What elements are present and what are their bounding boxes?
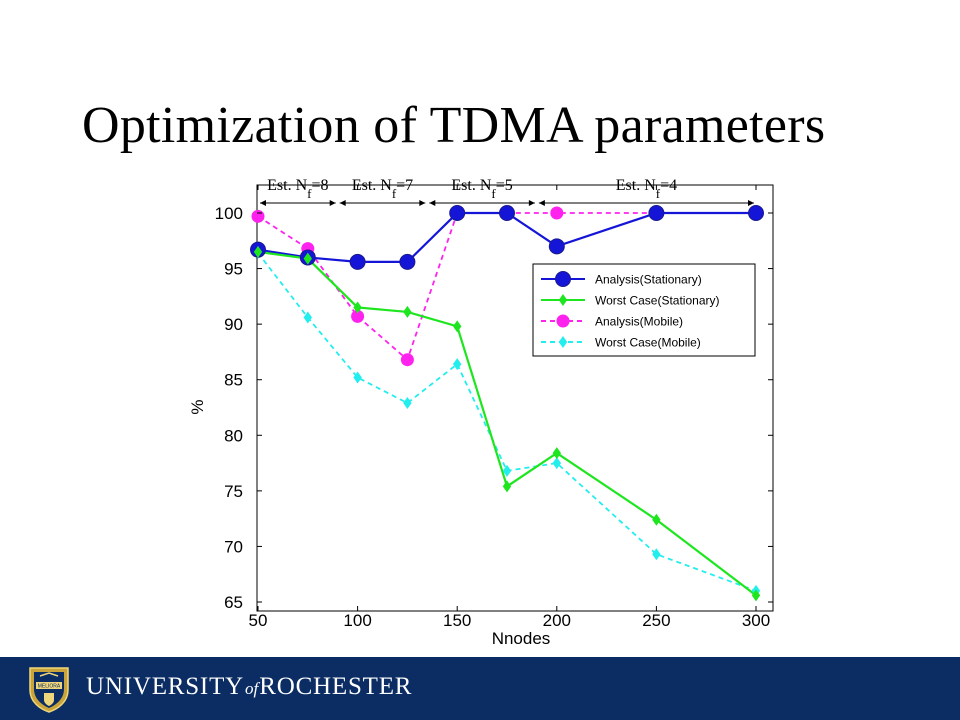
y-tick-label: 85 <box>224 371 243 390</box>
data-point-marker <box>558 294 568 306</box>
annotation-arrowhead-left <box>260 200 266 206</box>
annotation-label: Est. Nf=4 <box>616 177 677 201</box>
data-point-marker <box>399 253 416 270</box>
y-tick-label: 100 <box>215 204 243 223</box>
legend-label: Worst Case(Mobile) <box>595 336 701 350</box>
data-point-marker <box>253 245 263 258</box>
data-point-marker <box>548 238 565 255</box>
wordmark-rochester: ROCHESTER <box>259 673 413 700</box>
annotation-arrowhead-right <box>419 200 426 206</box>
y-tick-label: 90 <box>224 315 243 334</box>
data-point-marker <box>353 301 362 314</box>
y-tick-label: 75 <box>224 482 243 501</box>
annotation-label: Est. Nf=8 <box>267 177 328 201</box>
data-point-marker <box>751 589 761 602</box>
x-axis-label: Nnodes <box>492 629 551 648</box>
data-point-marker <box>552 457 561 470</box>
data-point-marker <box>400 353 414 367</box>
series-layer <box>250 205 764 602</box>
data-point-marker <box>251 209 265 223</box>
data-point-marker <box>351 309 365 323</box>
plot-area-frame <box>256 184 774 612</box>
x-tick-label: 100 <box>343 611 371 630</box>
university-shield-logo: MELIORA <box>29 667 69 713</box>
data-point-marker <box>652 548 661 561</box>
chart: Est. Nf=8 Est. Nf=7 Est. Nf=5 Est. Nf=4 65 7… <box>188 177 774 648</box>
y-tick-label: 65 <box>224 593 243 612</box>
x-tick-label: 50 <box>249 611 268 630</box>
annotation-arrowhead-left <box>538 200 545 206</box>
data-point-marker <box>303 252 312 265</box>
footer-bar: MELIORA UNIVERSITYofROCHESTER <box>0 657 960 720</box>
data-point-marker <box>748 205 764 221</box>
data-point-marker <box>652 513 661 526</box>
x-tick-label: 200 <box>543 611 571 630</box>
annotation-arrowhead-right <box>748 200 754 206</box>
annotation-arrowhead-right <box>329 200 336 206</box>
annotation-label: Est. Nf=5 <box>451 177 512 201</box>
y-axis-label: % <box>188 399 207 414</box>
data-point-marker <box>403 397 412 410</box>
annotation-arrowhead-left <box>339 200 346 206</box>
data-point-marker <box>550 206 564 220</box>
data-point-marker <box>499 205 515 221</box>
data-point-marker <box>502 480 512 493</box>
annotation-arrowhead-right <box>528 200 535 206</box>
data-point-marker <box>453 320 462 333</box>
legend: Analysis(Stationary) Worst Case(Stationar… <box>532 263 756 357</box>
annotation-layer: Est. Nf=8 Est. Nf=7 Est. Nf=5 Est. Nf=4 <box>260 177 754 206</box>
data-point-marker <box>502 464 512 477</box>
x-tick-label: 250 <box>642 611 670 630</box>
annotation-arrowhead-left <box>429 200 436 206</box>
data-point-marker <box>648 205 665 221</box>
legend-label: Analysis(Stationary) <box>595 273 702 287</box>
y-tick-label: 95 <box>224 260 243 279</box>
data-point-marker <box>303 311 312 324</box>
data-point-marker <box>558 336 568 348</box>
x-tick-label: 300 <box>742 611 770 630</box>
legend-label: Worst Case(Stationary) <box>595 294 719 308</box>
annotation-label: Est. Nf=7 <box>352 177 413 201</box>
data-point-marker <box>449 205 466 221</box>
data-point-marker <box>552 447 561 460</box>
x-tick-label: 150 <box>443 611 471 630</box>
data-point-marker <box>453 358 462 371</box>
y-tick-label: 80 <box>224 426 243 445</box>
data-point-marker <box>556 314 570 328</box>
data-point-marker <box>403 305 412 318</box>
shield-motto: MELIORA <box>38 684 61 690</box>
axis-layer: 65 70 75 80 85 90 95 100 50 100 150 200 250 300 Nnodes… <box>188 185 773 648</box>
legend-label: Analysis(Mobile) <box>595 315 683 329</box>
data-point-marker <box>349 253 366 270</box>
university-wordmark: UNIVERSITYofROCHESTER <box>86 673 412 701</box>
wordmark-of: of <box>245 679 259 698</box>
y-tick-label: 70 <box>224 537 243 556</box>
slide-title: Optimization of TDMA parameters <box>82 97 826 154</box>
data-point-marker <box>555 271 571 287</box>
wordmark-university: UNIVERSITY <box>86 673 244 700</box>
data-point-marker <box>353 371 362 384</box>
